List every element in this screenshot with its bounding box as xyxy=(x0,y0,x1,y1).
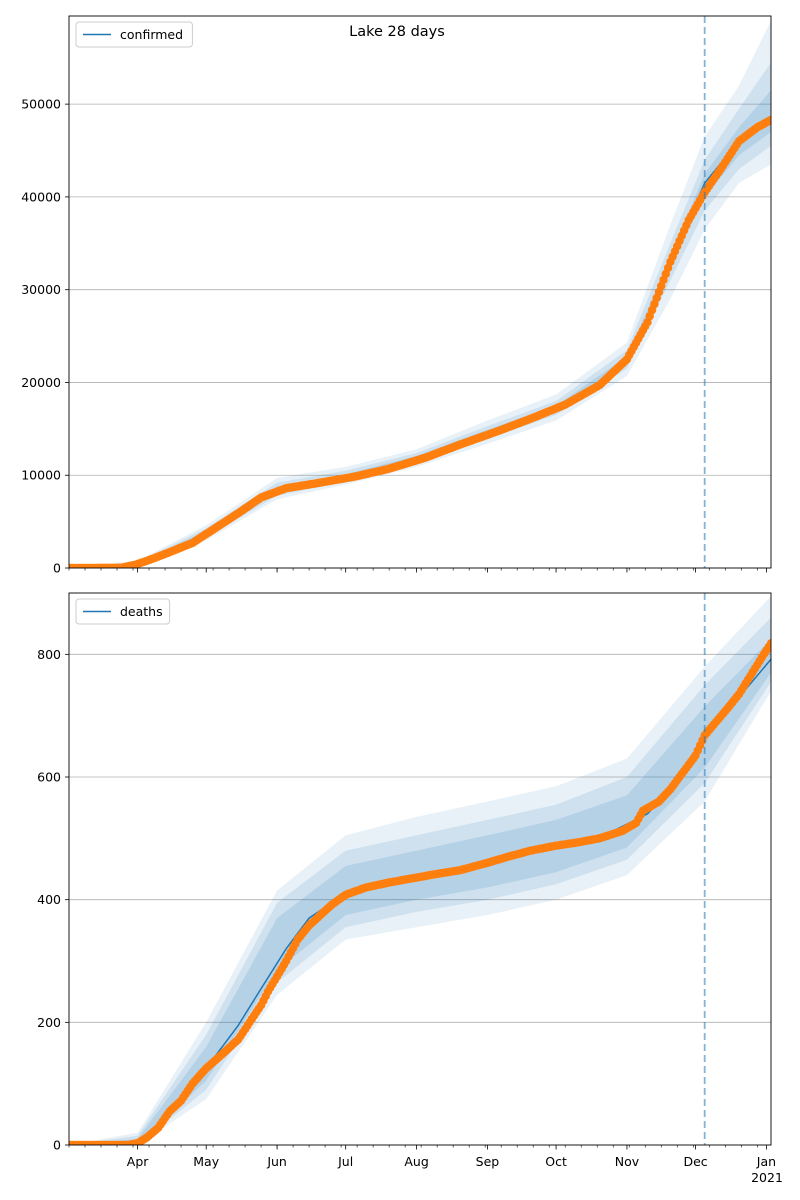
axes-frame xyxy=(68,15,772,569)
y-tick-label: 800 xyxy=(37,647,61,662)
y-tick-label: 0 xyxy=(53,561,61,576)
x-axis-labels: Apr May Jun Jul Aug Sep Oct Nov Dec Jan xyxy=(127,1154,776,1169)
x-tick-label: May xyxy=(193,1154,219,1169)
y-tick-label: 50000 xyxy=(21,97,61,112)
x-tick-label: Sep xyxy=(476,1154,500,1169)
y-tick-label: 40000 xyxy=(21,189,61,204)
legend-box xyxy=(75,598,171,625)
legend-label: confirmed xyxy=(120,27,183,42)
x-tick-label: Jan xyxy=(756,1154,776,1169)
legend-box xyxy=(75,21,193,48)
y-tick-label: 20000 xyxy=(21,375,61,390)
x-tick-label: Apr xyxy=(127,1154,149,1169)
x-axis-year-label: 2021 xyxy=(751,1170,783,1185)
confirmed-panel: 0 10000 20000 30000 40000 50000 confirmed xyxy=(21,15,772,576)
legend: deaths xyxy=(75,598,171,625)
x-tick-label: Jul xyxy=(337,1154,353,1169)
y-tick-label: 600 xyxy=(37,770,61,785)
legend-label: deaths xyxy=(120,604,163,619)
x-tick-label: Jun xyxy=(266,1154,287,1169)
y-tick-label: 30000 xyxy=(21,282,61,297)
observed-point xyxy=(766,115,771,125)
observed-point xyxy=(766,639,771,648)
axes-frame xyxy=(68,592,772,1146)
y-tick-label: 10000 xyxy=(21,468,61,483)
x-tick-label: Oct xyxy=(545,1154,567,1169)
y-tick-label: 0 xyxy=(53,1138,61,1153)
x-tick-label: Nov xyxy=(615,1154,640,1169)
uncertainty-band xyxy=(69,639,771,1145)
y-tick-label: 200 xyxy=(37,1015,61,1030)
uncertainty-band xyxy=(69,596,771,1145)
x-tick-label: Aug xyxy=(404,1154,428,1169)
figure-title: Lake 28 days xyxy=(349,24,445,40)
deaths-panel: 0 200 400 600 800 deaths xyxy=(37,592,772,1153)
x-tick-label: Dec xyxy=(683,1154,707,1169)
legend: confirmed xyxy=(75,21,193,48)
y-tick-label: 400 xyxy=(37,892,61,907)
